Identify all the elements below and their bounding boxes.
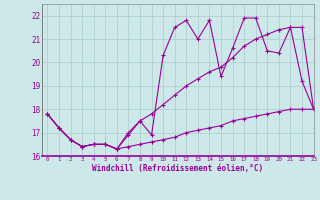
X-axis label: Windchill (Refroidissement éolien,°C): Windchill (Refroidissement éolien,°C) (92, 164, 263, 173)
